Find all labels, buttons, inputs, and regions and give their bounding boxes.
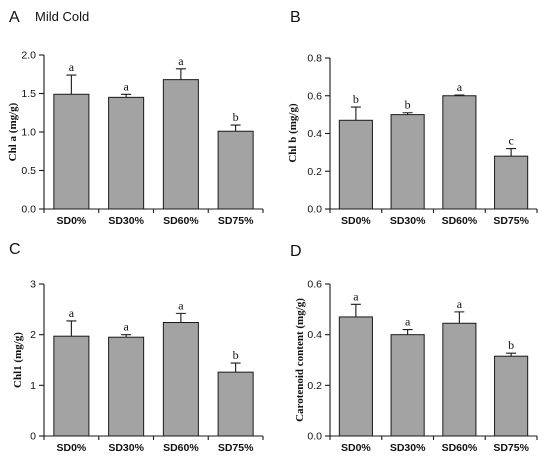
chart-panel-c: a SD0% a SD30% a SD60% b SD75% 0 1 2 3 Chl1 (mg/g): [12, 279, 264, 454]
y-tick-label: 1: [30, 380, 36, 392]
y-tick-label: 0.0: [21, 204, 36, 216]
significance-letter: c: [508, 134, 513, 148]
significance-letter: a: [405, 315, 411, 329]
error-bar: [175, 312, 186, 323]
category-label: SD0%: [56, 215, 86, 227]
y-tick-label: 1.0: [21, 127, 36, 139]
y-axis-title: Chl1 (mg/g): [12, 332, 24, 388]
category-label: SD30%: [108, 442, 144, 454]
bar-SD30%: [108, 96, 145, 210]
significance-letter: a: [123, 320, 129, 334]
y-tick-label: 0.8: [307, 53, 322, 65]
error-bar: [121, 93, 132, 98]
y-tick-label: 0.2: [307, 166, 322, 178]
bar-SD75%: [217, 130, 254, 210]
panel-letter-a: A: [9, 9, 20, 26]
y-tick-label: 3: [30, 279, 36, 291]
significance-letter: b: [353, 92, 359, 106]
bar-SD0%: [338, 316, 373, 437]
bar-SD30%: [390, 114, 425, 210]
bar-SD60%: [442, 322, 477, 437]
error-bar: [506, 148, 517, 157]
category-label: SD0%: [341, 215, 371, 227]
category-label: SD75%: [218, 442, 254, 454]
bar-SD75%: [494, 155, 529, 210]
bar-SD60%: [162, 322, 199, 437]
y-tick-label: 0.5: [21, 165, 36, 177]
significance-letter: b: [405, 98, 411, 112]
y-tick-label: 0.6: [307, 90, 322, 102]
y-axis-title: Chl b (mg/g): [287, 103, 299, 163]
category-label: SD30%: [390, 215, 426, 227]
error-bar: [66, 74, 77, 95]
panel-letter-d: D: [290, 243, 302, 260]
y-tick-label: 0.6: [307, 279, 322, 291]
significance-letter: b: [508, 338, 514, 352]
significance-letter: a: [178, 54, 184, 68]
bar-SD30%: [108, 336, 145, 437]
y-tick-label: 0.0: [307, 431, 322, 443]
y-tick-label: 1.5: [21, 88, 36, 100]
error-bar: [402, 112, 413, 115]
bar-SD0%: [53, 93, 90, 210]
significance-letter: a: [353, 289, 359, 303]
category-label: SD75%: [218, 215, 254, 227]
chart-panel-b: b SD0% b SD30% a SD60% c SD75% 0.0 0.2 0.4 0.6 0.8 Ch…: [287, 53, 538, 227]
panel-letter-c: C: [9, 241, 21, 258]
error-bar: [350, 303, 361, 317]
chart-panel-a: a SD0% a SD30% a SD60% b SD75% 0.0 0.5 1.0 1.5 2.0 Ch…: [7, 50, 264, 227]
error-bar: [66, 320, 77, 337]
significance-letter: a: [69, 306, 75, 320]
significance-letter: a: [123, 79, 129, 93]
error-bar: [402, 329, 413, 335]
y-tick-label: 2: [30, 329, 36, 341]
condition-title: Mild Cold: [35, 9, 89, 24]
category-label: SD30%: [108, 215, 144, 227]
bar-SD0%: [53, 335, 90, 437]
error-bar: [230, 362, 241, 373]
category-label: SD30%: [390, 442, 426, 454]
category-label: SD60%: [163, 215, 199, 227]
y-tick-label: 0: [30, 431, 36, 443]
error-bar: [121, 334, 132, 338]
significance-letter: a: [457, 297, 463, 311]
y-tick-label: 0.4: [307, 329, 322, 341]
category-label: SD0%: [56, 442, 86, 454]
y-tick-label: 0.4: [307, 128, 322, 140]
significance-letter: a: [178, 298, 184, 312]
error-bar: [230, 124, 241, 132]
bar-SD60%: [162, 79, 199, 210]
significance-letter: a: [457, 80, 463, 94]
bar-SD75%: [494, 355, 529, 437]
panel-letter-b: B: [290, 9, 301, 26]
bar-SD75%: [217, 371, 254, 437]
significance-letter: b: [233, 110, 239, 124]
category-label: SD75%: [493, 442, 529, 454]
error-bar: [454, 94, 465, 96]
error-bar: [175, 68, 186, 80]
category-label: SD60%: [163, 442, 199, 454]
error-bar: [454, 311, 465, 324]
bar-SD0%: [338, 119, 373, 210]
bar-SD60%: [442, 95, 477, 210]
bar-SD30%: [390, 334, 425, 437]
category-label: SD60%: [442, 442, 478, 454]
y-axis-title: Chl a (mg/g): [7, 102, 19, 161]
category-label: SD75%: [493, 215, 529, 227]
error-bar: [350, 106, 361, 121]
y-tick-label: 0.0: [307, 204, 322, 216]
significance-letter: b: [233, 348, 239, 362]
y-tick-label: 2.0: [21, 50, 36, 62]
chart-panel-d: a SD0% a SD30% a SD60% b SD75% 0.0 0.2 0.4 0.6Carot…: [294, 279, 538, 454]
y-tick-label: 0.2: [307, 380, 322, 392]
significance-letter: a: [69, 60, 75, 74]
y-axis-title: Carotenoid content (mg/g): [294, 298, 306, 422]
error-bar: [506, 352, 517, 357]
category-label: SD0%: [341, 442, 371, 454]
category-label: SD60%: [442, 215, 478, 227]
